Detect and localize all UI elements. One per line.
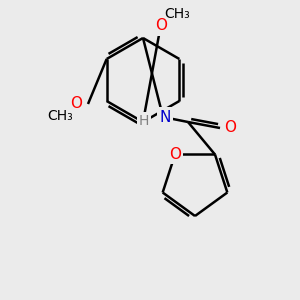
Text: N: N (159, 110, 171, 124)
Text: O: O (155, 19, 167, 34)
Text: O: O (70, 97, 82, 112)
Text: CH₃: CH₃ (47, 109, 73, 123)
Text: O: O (224, 121, 236, 136)
Text: O: O (169, 147, 181, 162)
Text: CH₃: CH₃ (164, 7, 190, 21)
Text: H: H (139, 114, 149, 128)
